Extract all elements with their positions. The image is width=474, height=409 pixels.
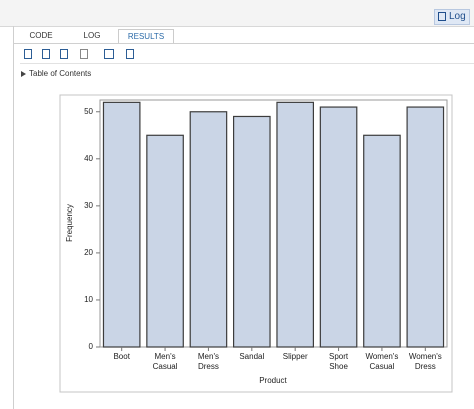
x-tick-label: Sport Shoe bbox=[329, 352, 349, 371]
plot-area bbox=[99, 99, 448, 348]
y-axis-label: Frequency bbox=[65, 204, 74, 242]
bar bbox=[146, 134, 184, 348]
gutter-line bbox=[13, 26, 14, 409]
tool-icon[interactable] bbox=[80, 49, 88, 59]
y-tick-label: 0 bbox=[89, 342, 94, 351]
bar bbox=[232, 115, 271, 348]
y-tick-label: 10 bbox=[84, 295, 93, 304]
toolbar-line bbox=[20, 63, 474, 64]
top-bar bbox=[0, 0, 474, 27]
tab-selected[interactable]: RESULTS bbox=[118, 29, 174, 44]
y-tick-label: 30 bbox=[84, 201, 93, 210]
tab-line bbox=[13, 43, 474, 44]
x-tick-label: Men's Casual bbox=[152, 352, 178, 371]
x-tick-label: Boot bbox=[113, 352, 130, 361]
x-tick-label: Women's Casual bbox=[365, 352, 399, 371]
x-tick-label: Slipper bbox=[282, 352, 308, 361]
bar bbox=[189, 111, 228, 348]
y-tick-label: 20 bbox=[84, 248, 93, 257]
tool-icon[interactable] bbox=[60, 49, 68, 59]
tab[interactable]: CODE bbox=[29, 31, 53, 40]
y-tick-label: 50 bbox=[84, 107, 93, 116]
tab[interactable]: LOG bbox=[83, 31, 101, 40]
x-tick-label: Men's Dress bbox=[197, 352, 219, 371]
tool-icon[interactable] bbox=[104, 49, 114, 59]
tool-icon[interactable] bbox=[126, 49, 134, 59]
log-button[interactable]: Log bbox=[434, 9, 470, 25]
toc-arrow[interactable] bbox=[21, 71, 26, 77]
bar bbox=[319, 106, 358, 348]
bar bbox=[363, 134, 401, 348]
x-tick-label: Sandal bbox=[239, 352, 265, 361]
tool-icon[interactable] bbox=[24, 49, 32, 59]
bar bbox=[406, 106, 445, 348]
tool-icon[interactable] bbox=[42, 49, 50, 59]
y-tick-label: 40 bbox=[84, 154, 93, 163]
x-tick-label: Women's Dress bbox=[408, 352, 442, 371]
toc-label[interactable]: Table of Contents bbox=[29, 69, 92, 78]
bar bbox=[276, 101, 315, 348]
x-axis-label: Product bbox=[259, 376, 287, 385]
bar bbox=[102, 101, 141, 348]
